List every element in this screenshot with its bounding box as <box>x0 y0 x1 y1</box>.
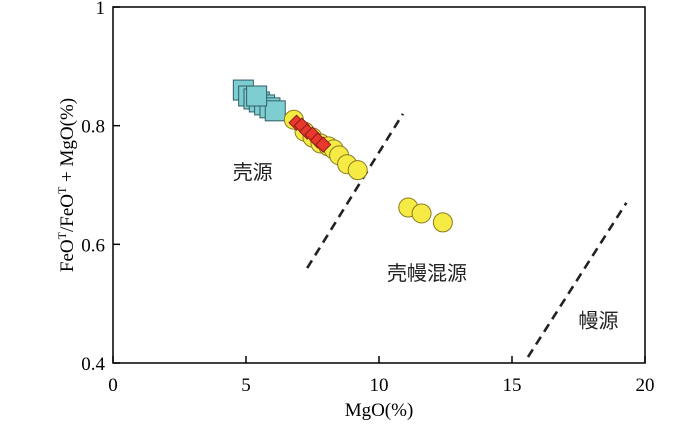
region-label: 壳幔混源 <box>387 261 467 285</box>
circle-point <box>411 203 432 224</box>
axis-ticks: 0 5 10 15 20 0.4 0.6 0.8 1 <box>81 0 654 396</box>
circle-point <box>347 160 368 181</box>
y-axis-title: FeOT/FeOT + MgO(%) <box>55 98 78 272</box>
square-point <box>246 85 268 107</box>
data-points <box>232 79 453 233</box>
region-label: 壳源 <box>233 160 273 184</box>
region-label: 幔源 <box>579 308 619 332</box>
x-tick-label: 20 <box>636 375 655 396</box>
y-tick-label: 0.8 <box>81 117 105 138</box>
y-tick-label: 1 <box>96 0 106 19</box>
x-tick-label: 15 <box>503 375 522 396</box>
y-axis-title-text: FeOT/FeOT + MgO(%) <box>55 98 78 272</box>
x-tick-label: 5 <box>241 375 251 396</box>
boundary-line <box>526 202 628 358</box>
plot-frame <box>112 6 646 364</box>
x-tick-label: 0 <box>108 375 118 396</box>
x-axis-title: MgO(%) <box>345 400 414 421</box>
boundary-lines <box>306 113 628 358</box>
square-point <box>264 100 286 122</box>
boundary-line <box>306 113 405 269</box>
diamond-point <box>314 136 332 153</box>
y-tick-label: 0.6 <box>81 235 105 256</box>
circle-point <box>432 212 453 233</box>
x-tick-label: 10 <box>370 375 389 396</box>
y-tick-label: 0.4 <box>81 354 105 375</box>
